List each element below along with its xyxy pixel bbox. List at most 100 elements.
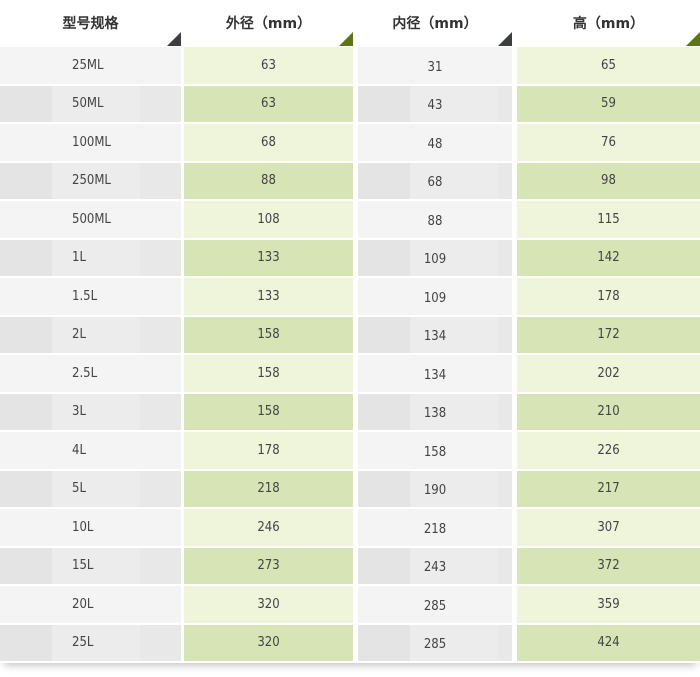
- cell-outer-diameter: 320: [184, 586, 353, 623]
- cell-text: 218: [257, 481, 280, 497]
- cell-outer-diameter: 218: [184, 470, 353, 507]
- cell-text: 4L: [72, 442, 86, 458]
- cell-inner-diameter: 43: [358, 85, 512, 122]
- table-row: 100ML 68 48 76: [0, 124, 700, 161]
- cell-outer-diameter: 108: [184, 201, 353, 238]
- cell-text: 65: [601, 57, 616, 73]
- cell-model: 3L: [0, 393, 181, 430]
- cell-text: 108: [257, 211, 280, 227]
- cell-height: 98: [517, 162, 700, 199]
- cell-text: 50ML: [72, 96, 104, 112]
- cell-inner-diameter: 243: [358, 547, 512, 584]
- cell-text: 88: [427, 213, 443, 229]
- table-row: 250ML 88 68 98: [0, 162, 700, 199]
- header-height[interactable]: 高（mm）: [517, 0, 700, 46]
- cell-outer-diameter: 273: [184, 547, 353, 584]
- cell-outer-diameter: 246: [184, 509, 353, 546]
- cell-text: 158: [257, 404, 280, 420]
- cell-text: 134: [423, 329, 447, 345]
- table-row: 500ML 108 88 115: [0, 201, 700, 238]
- cell-model: 5L: [0, 470, 181, 507]
- cell-text: 109: [423, 252, 447, 268]
- cell-text: 15L: [72, 558, 94, 574]
- table-row: 1.5L 133 109 178: [0, 278, 700, 315]
- cell-model: 100ML: [0, 124, 181, 161]
- cell-inner-diameter: 158: [358, 432, 512, 469]
- cell-model: 250ML: [0, 162, 181, 199]
- table-row: 4L 178 158 226: [0, 432, 700, 469]
- cell-text: 98: [601, 173, 616, 189]
- cell-text: 10L: [72, 519, 94, 535]
- cell-model: 2.5L: [0, 355, 181, 392]
- cell-model: 4L: [0, 432, 181, 469]
- header-inner-diameter[interactable]: 内径（mm）: [358, 0, 512, 46]
- cell-inner-diameter: 134: [358, 316, 512, 353]
- cell-outer-diameter: 63: [184, 85, 353, 122]
- table-row: 2.5L 158 134 202: [0, 355, 700, 392]
- cell-outer-diameter: 158: [184, 355, 353, 392]
- cell-inner-diameter: 190: [358, 470, 512, 507]
- cell-text: 243: [423, 560, 447, 576]
- cell-height: 226: [517, 432, 700, 469]
- cell-height: 359: [517, 586, 700, 623]
- table-row: 2L 158 134 172: [0, 316, 700, 353]
- cell-height: 172: [517, 316, 700, 353]
- cell-text: 307: [597, 519, 620, 535]
- cell-height: 307: [517, 509, 700, 546]
- cell-text: 2.5L: [72, 365, 98, 381]
- header-label: 型号规格: [62, 16, 119, 32]
- cell-text: 109: [423, 290, 447, 306]
- cell-inner-diameter: 31: [358, 47, 512, 84]
- cell-text: 172: [597, 327, 620, 343]
- table-row: 25ML 63 31 65: [0, 47, 700, 84]
- cell-text: 246: [257, 519, 280, 535]
- sort-marker-icon: [339, 32, 353, 46]
- cell-text: 285: [423, 637, 447, 653]
- table-row: 25L 320 285 424: [0, 624, 700, 661]
- cell-text: 2L: [72, 327, 86, 343]
- cell-outer-diameter: 63: [184, 47, 353, 84]
- cell-text: 43: [427, 98, 443, 114]
- header-label: 高（mm）: [572, 16, 645, 32]
- cell-text: 88: [261, 173, 276, 189]
- cell-inner-diameter: 109: [358, 239, 512, 276]
- cell-text: 178: [597, 288, 620, 304]
- cell-text: 178: [257, 442, 280, 458]
- cell-inner-diameter: 138: [358, 393, 512, 430]
- cell-text: 158: [257, 365, 280, 381]
- cell-model: 1L: [0, 239, 181, 276]
- cell-text: 372: [597, 558, 620, 574]
- cell-text: 250ML: [72, 173, 111, 189]
- cell-text: 138: [423, 406, 447, 422]
- cell-height: 372: [517, 547, 700, 584]
- cell-text: 48: [427, 136, 443, 152]
- cell-text: 134: [423, 367, 447, 383]
- cell-text: 202: [597, 365, 620, 381]
- header-outer-diameter[interactable]: 外径（mm）: [184, 0, 353, 46]
- cell-text: 217: [597, 481, 620, 497]
- cell-height: 217: [517, 470, 700, 507]
- cell-text: 31: [427, 59, 443, 75]
- cell-text: 68: [261, 134, 276, 150]
- cell-text: 320: [257, 596, 280, 612]
- cell-outer-diameter: 178: [184, 432, 353, 469]
- sort-marker-icon: [167, 32, 181, 46]
- table-row: 15L 273 243 372: [0, 547, 700, 584]
- cell-inner-diameter: 48: [358, 124, 512, 161]
- cell-height: 142: [517, 239, 700, 276]
- cell-text: 133: [257, 288, 280, 304]
- cell-text: 142: [597, 250, 620, 266]
- cell-text: 285: [423, 598, 447, 614]
- cell-text: 158: [257, 327, 280, 343]
- header-model[interactable]: 型号规格: [0, 0, 181, 46]
- cell-text: 320: [257, 635, 280, 651]
- table-row: 10L 246 218 307: [0, 509, 700, 546]
- sort-marker-icon: [686, 32, 700, 46]
- cell-height: 424: [517, 624, 700, 661]
- header-label: 外径（mm）: [225, 16, 312, 32]
- cell-height: 202: [517, 355, 700, 392]
- cell-text: 25L: [72, 635, 94, 651]
- cell-outer-diameter: 158: [184, 316, 353, 353]
- cell-inner-diameter: 109: [358, 278, 512, 315]
- cell-text: 226: [597, 442, 620, 458]
